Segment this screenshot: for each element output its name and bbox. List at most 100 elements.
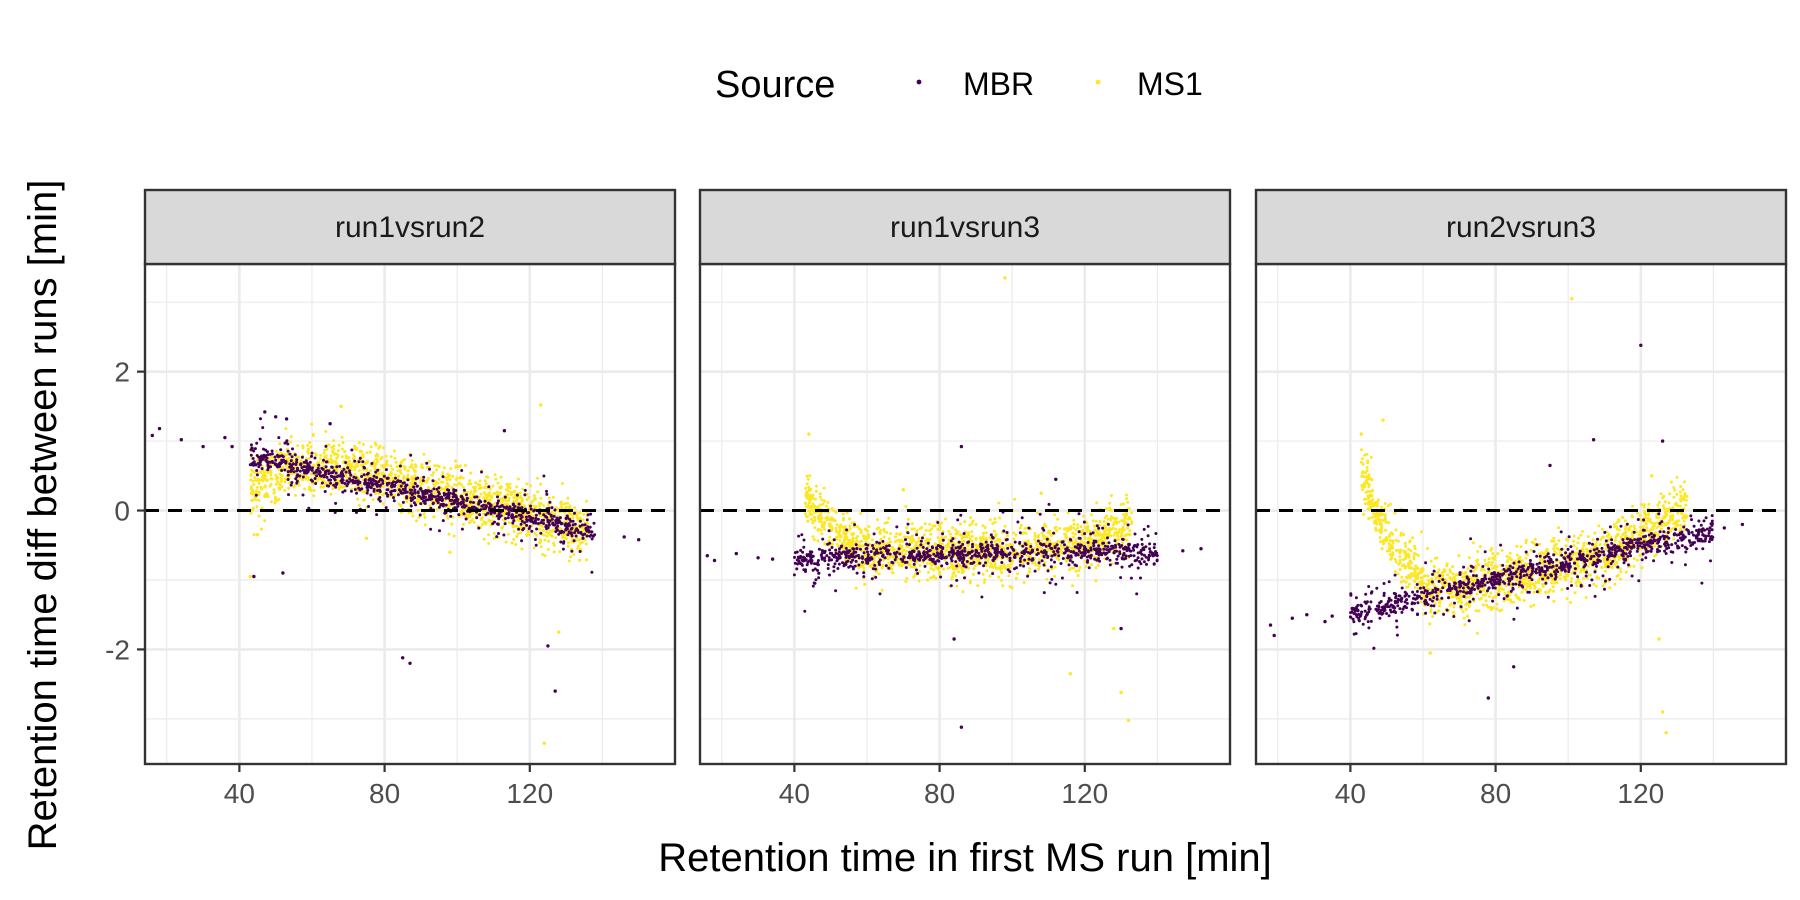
data-point-ms1 xyxy=(1123,516,1127,520)
data-point-mbr xyxy=(529,507,533,511)
data-point-mbr xyxy=(984,553,987,557)
data-point-ms1 xyxy=(1094,579,1098,583)
data-point-ms1 xyxy=(805,482,809,486)
data-point-ms1 xyxy=(811,535,815,539)
data-point-ms1 xyxy=(929,567,933,570)
data-point-mbr xyxy=(965,560,969,563)
data-point-mbr xyxy=(455,502,459,506)
data-point-mbr xyxy=(1063,543,1066,547)
data-point-mbr xyxy=(826,567,830,570)
data-point-ms1 xyxy=(1128,517,1132,521)
data-point-ms1 xyxy=(453,483,457,487)
data-point-ms1 xyxy=(416,499,420,503)
data-point-mbr xyxy=(313,477,317,480)
data-point-mbr xyxy=(382,474,386,478)
data-point-mbr xyxy=(533,538,537,541)
data-point-ms1 xyxy=(361,453,365,457)
data-point-ms1 xyxy=(938,539,942,543)
data-point-mbr xyxy=(936,521,940,524)
data-point-mbr xyxy=(977,571,981,575)
data-point-mbr xyxy=(278,454,282,458)
data-point-mbr xyxy=(562,540,566,544)
data-point-mbr xyxy=(460,494,463,498)
data-point-mbr xyxy=(462,503,466,507)
data-point-ms1 xyxy=(1016,572,1019,576)
data-point-ms1 xyxy=(368,450,372,454)
data-point-ms1 xyxy=(421,466,425,470)
data-point-ms1 xyxy=(445,514,449,518)
data-point-mbr xyxy=(405,490,409,494)
data-point-ms1 xyxy=(327,443,331,447)
data-point-mbr xyxy=(422,475,426,479)
data-point-ms1 xyxy=(513,489,517,493)
data-point-ms1 xyxy=(441,487,445,491)
data-point-ms1 xyxy=(988,536,992,540)
data-point-mbr xyxy=(542,522,546,525)
data-point-ms1 xyxy=(804,501,807,505)
data-point-mbr xyxy=(991,572,995,576)
data-point-mbr xyxy=(950,559,954,563)
data-point-mbr xyxy=(310,468,314,472)
data-point-ms1 xyxy=(461,485,465,489)
data-point-ms1 xyxy=(289,440,293,444)
data-point-ms1 xyxy=(314,453,318,457)
data-point-mbr xyxy=(341,472,345,476)
data-point-mbr xyxy=(866,550,869,554)
data-point-ms1 xyxy=(261,479,265,483)
data-point-ms1 xyxy=(1122,519,1126,523)
data-point-mbr xyxy=(989,540,993,544)
data-point-ms1 xyxy=(486,475,490,479)
data-point-mbr xyxy=(940,564,944,568)
data-point-ms1 xyxy=(353,444,357,448)
data-point-ms1 xyxy=(830,507,834,511)
data-point-mbr xyxy=(452,489,456,493)
data-point-ms1 xyxy=(525,498,529,502)
data-point-ms1 xyxy=(479,517,483,521)
data-point-mbr xyxy=(1136,551,1140,555)
data-point-mbr xyxy=(978,561,982,565)
data-point-mbr xyxy=(517,502,521,506)
data-point-mbr xyxy=(506,516,510,520)
outlier-point-mbr xyxy=(274,415,278,419)
outlier-point-mbr xyxy=(756,556,760,560)
data-point-mbr xyxy=(524,515,528,519)
data-point-mbr xyxy=(325,475,329,479)
data-point-mbr xyxy=(908,552,912,556)
data-point-mbr xyxy=(258,437,262,441)
data-point-mbr xyxy=(291,462,295,466)
data-point-mbr xyxy=(534,543,538,547)
data-point-ms1 xyxy=(506,503,510,506)
data-point-mbr xyxy=(574,534,578,538)
data-point-mbr xyxy=(257,455,261,459)
data-point-ms1 xyxy=(269,477,273,481)
data-point-ms1 xyxy=(521,487,525,491)
data-point-ms1 xyxy=(855,536,859,540)
data-point-ms1 xyxy=(304,477,308,481)
data-point-ms1 xyxy=(1101,534,1105,538)
data-point-mbr xyxy=(335,475,339,479)
data-point-ms1 xyxy=(407,511,411,515)
data-point-ms1 xyxy=(441,471,445,475)
data-point-mbr xyxy=(409,491,413,495)
data-point-mbr xyxy=(536,517,540,521)
data-point-ms1 xyxy=(999,564,1003,568)
data-point-ms1 xyxy=(331,447,335,451)
data-point-mbr xyxy=(1048,542,1052,546)
data-point-ms1 xyxy=(308,487,312,491)
data-point-ms1 xyxy=(504,502,508,506)
data-point-mbr xyxy=(1147,556,1151,560)
data-point-mbr xyxy=(989,533,993,537)
data-point-mbr xyxy=(560,529,564,533)
data-point-mbr xyxy=(915,546,919,550)
data-point-ms1 xyxy=(546,547,550,551)
legend-label-ms1: MS1 xyxy=(1137,66,1203,102)
data-point-mbr xyxy=(895,551,899,554)
data-point-mbr xyxy=(592,521,596,525)
data-point-ms1 xyxy=(820,498,824,502)
legend-label-mbr: MBR xyxy=(963,66,1034,102)
data-point-ms1 xyxy=(958,533,962,537)
data-point-mbr xyxy=(921,545,925,549)
data-point-ms1 xyxy=(278,472,282,476)
data-point-mbr xyxy=(567,524,571,528)
data-point-ms1 xyxy=(410,459,414,462)
